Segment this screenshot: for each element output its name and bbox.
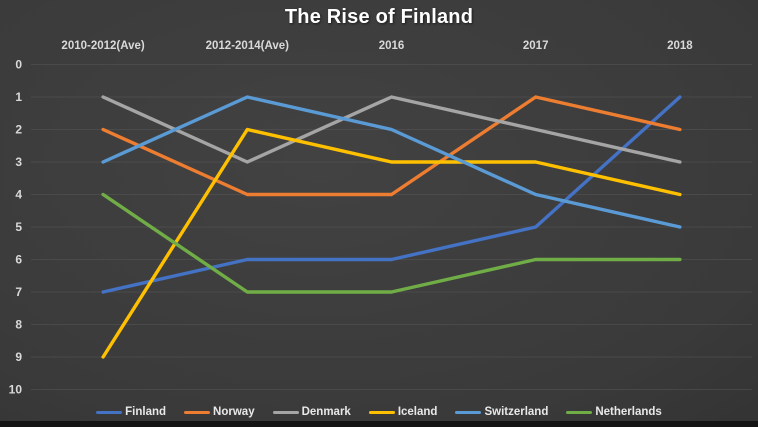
x-category-label: 2012-2014(Ave) <box>206 40 289 52</box>
chart-legend: Finland Norway Denmark Iceland Switzerla… <box>0 406 758 418</box>
series-line-norway <box>101 95 682 197</box>
y-tick-label: 5 <box>15 220 22 234</box>
x-category-label: 2010-2012(Ave) <box>61 40 144 52</box>
legend-item-iceland: Iceland <box>368 406 438 418</box>
chart-title: The Rise of Finland <box>284 6 474 28</box>
legend-label: Denmark <box>301 406 351 418</box>
y-tick-label: 6 <box>15 253 22 267</box>
series-line-iceland <box>101 127 682 359</box>
legend-item-norway: Norway <box>184 406 255 418</box>
iceland-line-swatch <box>368 410 395 414</box>
legend-item-switzerland: Switzerland <box>455 406 548 418</box>
y-tick-label: 9 <box>15 350 22 364</box>
series-line-switzerland <box>101 95 682 229</box>
legend-label: Netherlands <box>595 406 662 418</box>
norway-line-swatch <box>184 410 211 414</box>
y-tick-label: 7 <box>15 285 22 299</box>
y-tick-label: 0 <box>15 58 22 72</box>
bottom-letterbox <box>0 421 758 427</box>
y-tick-label: 8 <box>15 318 22 332</box>
x-category-label: 2016 <box>379 40 405 52</box>
series-line-denmark <box>101 95 682 164</box>
y-tick-label: 2 <box>15 123 22 137</box>
legend-label: Iceland <box>397 406 438 418</box>
y-tick-label: 10 <box>9 383 23 397</box>
legend-label: Switzerland <box>484 406 549 418</box>
legend-label: Norway <box>213 406 255 418</box>
y-tick-label: 1 <box>15 90 22 104</box>
legend-item-finland: Finland <box>96 406 166 418</box>
series-line-finland <box>101 95 682 294</box>
legend-item-netherlands: Netherlands <box>566 406 662 418</box>
series-line-netherlands <box>101 192 682 294</box>
x-category-label: 2017 <box>523 40 549 52</box>
y-tick-label: 4 <box>15 188 22 202</box>
finland-line-swatch <box>96 410 123 414</box>
x-category-label: 2018 <box>667 40 693 52</box>
switzerland-line-swatch <box>455 410 482 414</box>
legend-item-denmark: Denmark <box>272 406 351 418</box>
legend-label: Finland <box>125 406 167 418</box>
y-tick-label: 3 <box>15 155 22 169</box>
netherlands-line-swatch <box>566 410 593 414</box>
denmark-line-swatch <box>272 410 299 414</box>
